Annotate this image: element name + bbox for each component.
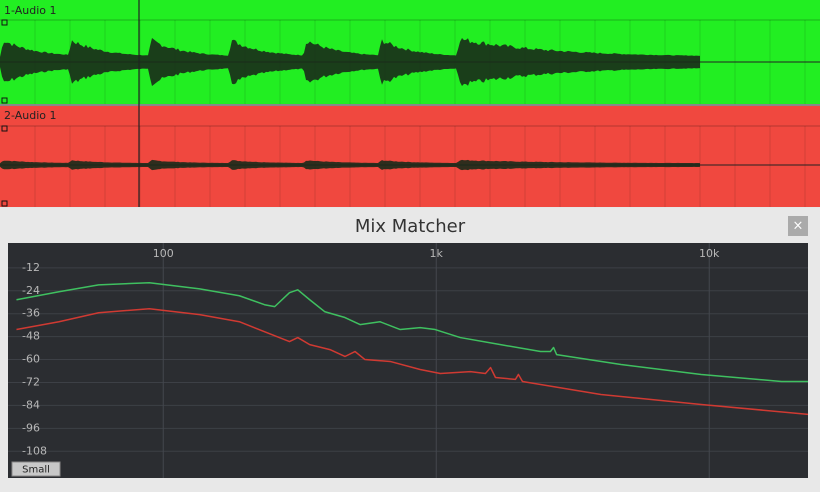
y-tick-label: -24 — [22, 284, 40, 297]
y-tick-label: -72 — [22, 375, 40, 388]
close-button[interactable] — [788, 216, 808, 236]
y-tick-label: -36 — [22, 307, 40, 320]
track-decoration — [0, 19, 820, 207]
small-button[interactable] — [11, 461, 61, 477]
track-2 — [0, 106, 820, 207]
y-tick-label: -12 — [22, 261, 40, 274]
track-label: 1-Audio 1 — [4, 4, 57, 17]
y-tick-label: -108 — [22, 444, 47, 457]
y-tick-label: -48 — [22, 330, 40, 343]
plot-area — [8, 243, 808, 478]
waveform — [0, 159, 700, 171]
track-label: 2-Audio 1 — [4, 109, 57, 122]
clip-handle — [1, 200, 8, 207]
y-tick-label: -96 — [22, 421, 40, 434]
clip-handle — [1, 97, 8, 104]
x-tick-label: 100 — [153, 247, 174, 260]
spectrum-line — [16, 281, 808, 383]
spectrum-chart: -12 -24 -36 -48 -60 -72 -84 -96 -108 100 1k 10k — [8, 243, 809, 478]
clip-handle — [1, 125, 8, 132]
y-tick-label: -84 — [22, 398, 40, 411]
waveform — [0, 38, 700, 86]
y-tick-label: -60 — [22, 353, 40, 366]
x-tick-label: 10k — [699, 247, 720, 260]
spectrum-line — [16, 307, 809, 416]
close-icon[interactable]: × — [793, 219, 804, 234]
panel-title: Mix Matcher — [355, 216, 466, 237]
small-button-label[interactable]: Small — [22, 465, 50, 476]
clip-handle — [1, 19, 8, 26]
x-tick-label: 1k — [430, 247, 444, 260]
